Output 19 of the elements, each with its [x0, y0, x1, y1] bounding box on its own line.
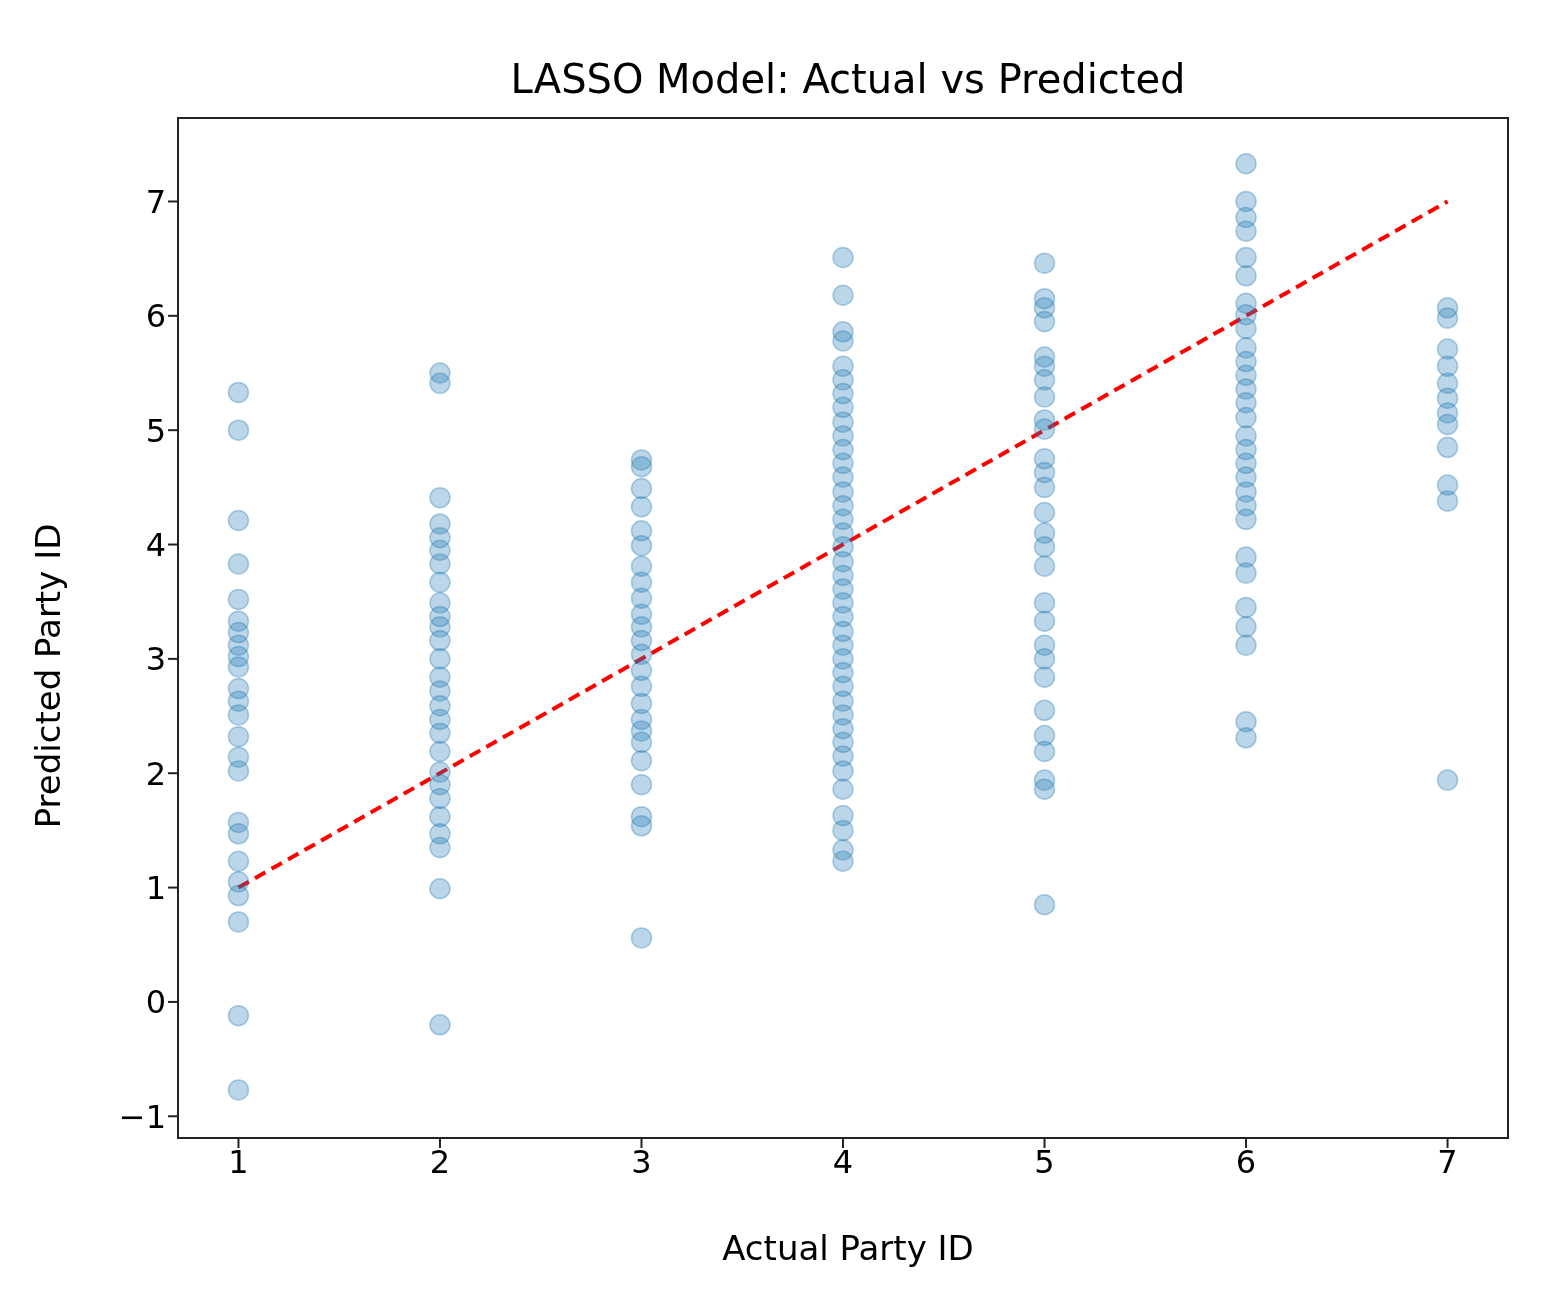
y-tick-label: 7 [145, 182, 166, 221]
y-tick-label: 5 [145, 411, 166, 450]
y-tick-label: 1 [145, 868, 166, 907]
y-axis-title: Predicted Party ID [28, 523, 68, 829]
x-tick-label: 1 [228, 1142, 249, 1181]
x-tick-label: 4 [832, 1142, 854, 1181]
y-tick-label: 2 [145, 754, 166, 793]
x-tick-label: 6 [1235, 1142, 1257, 1181]
x-tick-label: 3 [631, 1142, 652, 1181]
y-tick-label: 3 [145, 640, 166, 679]
chart-title: LASSO Model: Actual vs Predicted [509, 56, 1187, 102]
x-tick-label: 2 [429, 1142, 451, 1181]
x-axis-title: Actual Party ID [721, 1228, 975, 1268]
x-tick-label: 7 [1437, 1142, 1458, 1181]
x-tick-label: 5 [1034, 1142, 1055, 1181]
y-tick-label: 0 [145, 983, 166, 1022]
y-tick-label: −1 [118, 1097, 166, 1136]
y-tick-label: 6 [145, 297, 166, 336]
y-tick-label: 4 [145, 525, 166, 564]
